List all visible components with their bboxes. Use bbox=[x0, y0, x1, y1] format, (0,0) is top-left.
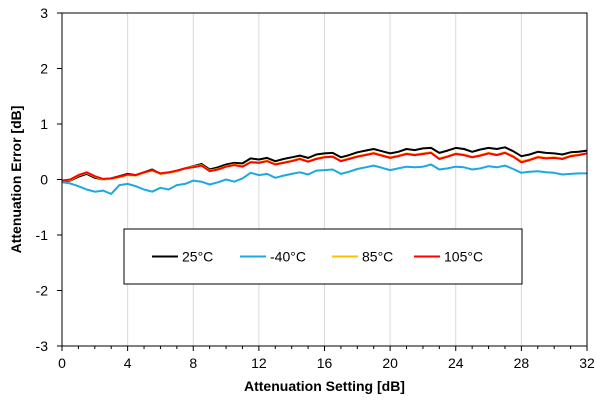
legend-label: -40°C bbox=[270, 249, 306, 265]
x-tick-label: 32 bbox=[579, 355, 595, 371]
legend-box bbox=[123, 228, 523, 285]
x-tick-label: 0 bbox=[58, 355, 66, 371]
x-tick-label: 24 bbox=[448, 355, 464, 371]
y-tick-label: 0 bbox=[40, 172, 48, 188]
x-tick-label: 16 bbox=[317, 355, 333, 371]
x-tick-label: 20 bbox=[382, 355, 398, 371]
y-tick-label: -3 bbox=[36, 338, 49, 354]
legend-label: 85°C bbox=[362, 249, 393, 265]
y-axis-label: Attenuation Error [dB] bbox=[8, 106, 24, 254]
y-axis-ticks: -3 -2 -1 0 1 2 3 bbox=[36, 5, 62, 354]
grid-lines bbox=[127, 13, 522, 346]
y-tick-label: 2 bbox=[40, 61, 48, 77]
x-axis-ticks: 0 4 8 12 16 20 24 28 32 bbox=[58, 346, 595, 371]
legend-label: 105°C bbox=[444, 249, 483, 265]
x-tick-label: 12 bbox=[251, 355, 267, 371]
series-line-105C bbox=[61, 151, 588, 182]
series-line--40C bbox=[61, 163, 587, 195]
legend: 25°C -40°C 85°C 105°C bbox=[123, 228, 523, 285]
legend-label: 25°C bbox=[182, 249, 213, 265]
y-tick-label: -2 bbox=[36, 283, 49, 299]
y-tick-label: -1 bbox=[36, 227, 49, 243]
x-tick-label: 8 bbox=[189, 355, 197, 371]
x-tick-label: 28 bbox=[514, 355, 530, 371]
x-axis-label: Attenuation Setting [dB] bbox=[244, 378, 405, 394]
x-tick-label: 4 bbox=[124, 355, 132, 371]
y-tick-label: 1 bbox=[40, 116, 48, 132]
series-lines bbox=[61, 146, 588, 195]
y-tick-label: 3 bbox=[40, 5, 48, 21]
plot-frame bbox=[61, 12, 588, 347]
